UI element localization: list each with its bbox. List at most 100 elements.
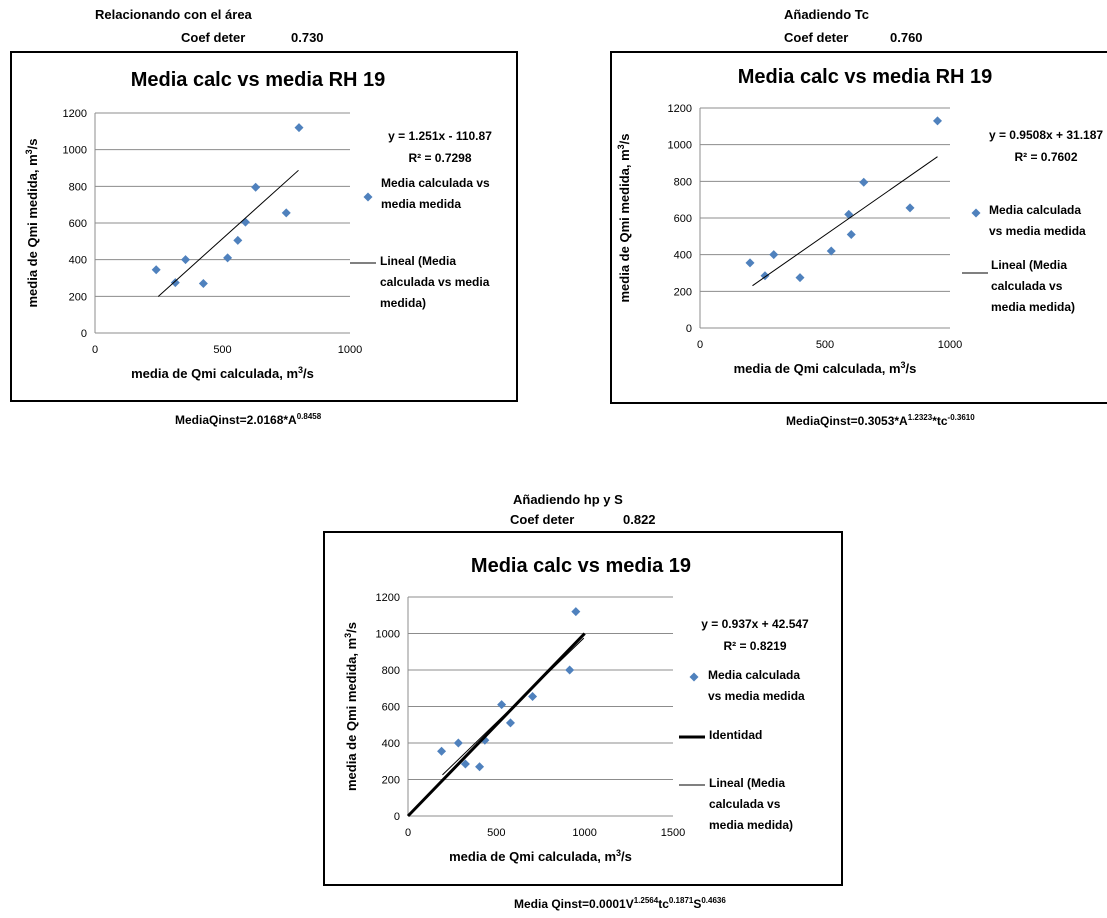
formula2-base: MediaQinst=0.3053*A [786,414,908,428]
chart3-data-point [453,738,463,748]
chart2-data-point [859,177,869,187]
chart1-y-tick-label: 1200 [63,108,87,120]
chart3-data-point [460,759,470,769]
chart2-frame [610,51,1107,404]
chart2-trendline [752,156,938,287]
formula2-mid: *tc [932,414,948,428]
chart1-data-point [223,253,233,263]
chart2-y-axis-label: media de Qmi medida, m3/s [616,133,632,302]
chart2-svg: Media calc vs media RH 19 0 200 400 600 800 10… [616,66,1103,376]
formula1-base: MediaQinst=2.0168*A [175,413,297,427]
chart2-data-point [745,258,755,268]
chart1-legend-marker [363,192,373,202]
chart2-legend-label: Lineal (Media calculada vs media medida) [991,258,1075,314]
chart3-data-point [505,718,515,728]
formula1-exponent: 0.8458 [296,412,322,421]
chart3-y-tick-label: 1000 [376,629,400,641]
chart2-r-squared: R² = 0.7602 [1014,150,1077,164]
chart3-x-tick-label: 500 [487,827,505,839]
chart3-y-tick-label: 600 [382,702,400,714]
chart1-y-tick-label: 200 [69,291,87,303]
chart3-svg: Media calc vs media 19 0 200 400 600 800 1000 1… [343,555,809,864]
chart2-y-tick-label: 800 [674,176,692,188]
formula2-exponent: 1.2323 [907,413,933,422]
chart3-y-tick-label: 1200 [376,592,400,604]
chart2-data-point [846,230,856,239]
chart3-coef-value: 0.822 [623,512,656,527]
chart2-coef-label: Coef deter [784,30,849,45]
chart3-y-tick-label: 0 [394,811,400,823]
chart3-y-tick-label: 800 [382,665,400,677]
chart1-svg: Media calc vs media RH 19 0 200 400 600 800 10… [24,69,492,381]
chart3-trendline [442,637,585,776]
formula3-base: Media Qinst=0.0001V [514,897,634,911]
chart1-data-point [198,279,208,288]
chart1-y-tick-label: 0 [81,328,87,340]
chart2-y-tick-label: 600 [674,213,692,225]
chart2-data-point [769,250,779,260]
chart3-data-point [565,665,575,675]
chart2-data-point [826,246,836,256]
chart1-header-title: Relacionando con el área [95,7,252,22]
formula3-mid: tc [658,897,669,911]
chart2-trend-equation: y = 0.9508x + 31.187 [989,128,1103,142]
chart1-coef-label: Coef deter [181,30,246,45]
chart3: Media calc vs media 19 0 200 400 600 800 1000 1… [323,531,843,886]
chart1-y-tick-label: 400 [69,255,87,267]
chart1-y-tick-label: 600 [69,218,87,230]
chart3-frame [323,531,843,886]
chart1-data-point [240,217,250,227]
chart1-y-tick-label: 1000 [63,145,87,157]
chart3-data-point [437,746,447,756]
chart3-x-tick-label: 0 [405,827,411,839]
chart3-r-squared: R² = 0.8219 [723,639,786,653]
chart1-x-axis-label: media de Qmi calculada, m3/s [131,365,314,381]
chart1-data-point [170,278,180,288]
chart3-data-point [571,607,581,617]
chart2: Media calc vs media RH 19 0 200 400 600 800 10… [610,51,1107,404]
chart3-data-point [497,700,507,710]
chart1-data-point [233,235,243,245]
chart1-x-tick-label: 0 [92,344,98,356]
chart2-data-point [905,203,915,213]
chart3-y-axis-label: media de Qmi medida, m3/s [343,622,359,791]
chart3-legend-label: Lineal (Media calculada vs media medida) [709,776,793,832]
chart1-data-point [251,182,261,192]
chart2-data-point [844,209,854,219]
formula2-exponent2: -0.3610 [947,413,975,422]
chart3-x-axis-label: media de Qmi calculada, m3/s [449,848,632,864]
chart3-trend-equation: y = 0.937x + 42.547 [701,617,809,631]
formula3-exponent: 1.2564 [633,896,659,905]
chart1-y-axis-label: media de Qmi medida, m3/s [24,138,40,307]
chart1-coef-value: 0.730 [291,30,324,45]
chart1-x-tick-label: 1000 [338,344,362,356]
chart2-coef-value: 0.760 [890,30,923,45]
chart1-x-tick-label: 500 [213,344,231,356]
chart3-identity-line [406,632,586,818]
chart2-formula: MediaQinst=0.3053*A1.2323*tc-0.3610 [786,413,975,428]
chart1-title: Media calc vs media RH 19 [131,69,386,91]
chart3-coef-label: Coef deter [510,512,575,527]
chart2-data-point [933,116,942,126]
chart2-x-tick-label: 500 [816,339,834,351]
chart3-legend-label: Media calculada vs media medida [708,668,805,703]
chart1-legend-label: Lineal (Media calculada vs media medida) [380,254,490,310]
chart2-data-point [795,273,805,283]
chart3-title: Media calc vs media 19 [471,555,691,577]
chart3-formula: Media Qinst=0.0001V1.2564tc0.1871S0.4636 [514,896,726,911]
chart1-data-point [181,255,191,265]
chart2-legend-marker [971,208,981,218]
chart2-y-tick-label: 400 [674,250,692,262]
chart1-trendline [157,169,299,297]
chart1-data-point [281,208,291,218]
chart2-y-tick-label: 0 [686,323,692,335]
chart1: Media calc vs media RH 19 0 200 400 600 800 10… [10,51,518,402]
chart1-trend-equation: y = 1.251x - 110.87 [388,129,492,143]
formula3-mid2: S [693,897,702,911]
chart2-x-tick-label: 0 [697,339,703,351]
formula3-exponent2: 0.1871 [668,896,694,905]
formula3-exponent3: 0.4636 [701,896,726,905]
chart3-x-tick-label: 1000 [572,827,596,839]
chart2-title: Media calc vs media RH 19 [738,66,993,88]
chart2-y-tick-label: 1200 [668,103,692,115]
